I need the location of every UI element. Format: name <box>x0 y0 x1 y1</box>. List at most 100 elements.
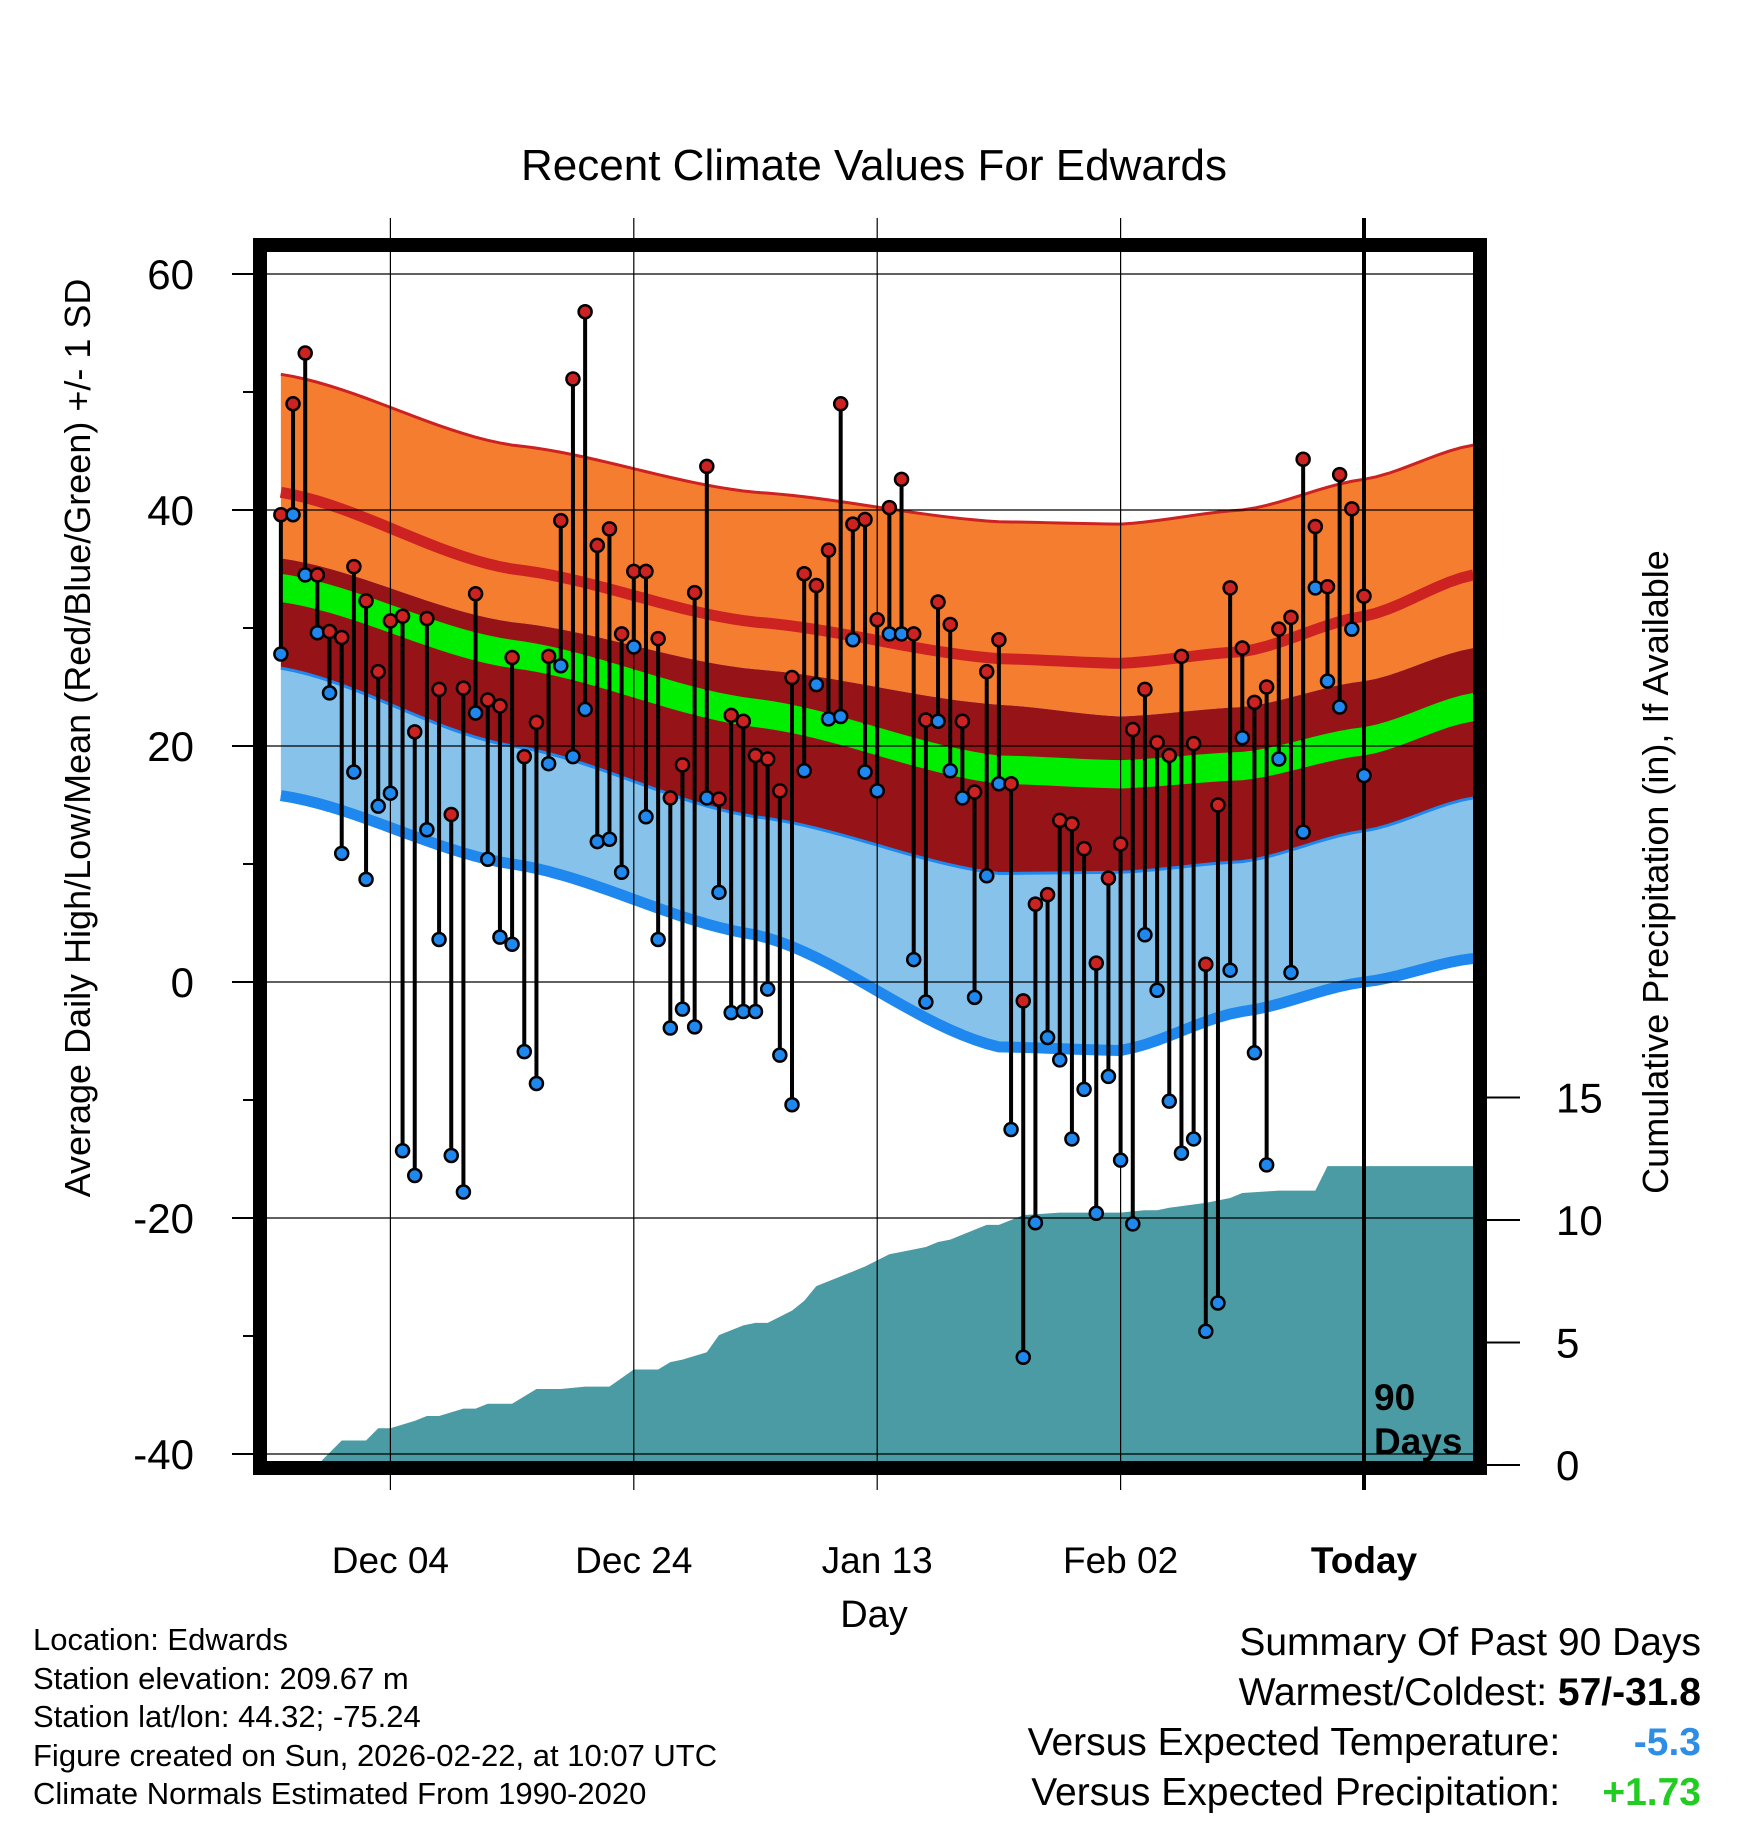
daily-high-point <box>1283 609 1299 626</box>
y-tick-label: 40 <box>147 487 194 534</box>
daily-low-point <box>1003 1121 1019 1138</box>
daily-high-point <box>406 724 423 740</box>
summary-precip-departure: Versus Expected Precipitation: +1.73 <box>1028 1768 1701 1818</box>
info-normals-period: Climate Normals Estimated From 1990-2020 <box>33 1776 647 1811</box>
daily-points <box>273 304 1372 1365</box>
daily-high-point <box>297 345 313 361</box>
temp-departure-value: -5.3 <box>1633 1721 1701 1764</box>
daily-high-point <box>1210 797 1226 813</box>
daily-low-point <box>796 763 812 779</box>
axes: -40 -20 0 20 40 60 0 5 10 15 Dec 04 Dec 24 Jan 13 Feb… <box>133 238 1603 1581</box>
daily-high-point <box>1088 955 1105 971</box>
today-label-line: Days <box>1374 1421 1462 1462</box>
daily-low-point <box>1319 673 1336 689</box>
daily-high-point <box>1198 956 1214 973</box>
gridlines <box>260 218 1480 1490</box>
daily-high-point <box>1246 694 1263 711</box>
daily-low-point <box>419 822 435 838</box>
daily-high-point <box>480 692 496 708</box>
daily-high-point <box>394 608 411 624</box>
y-axis-label: Average Daily High/Low/Mean (Red/Blue/Gr… <box>57 279 98 1198</box>
daily-high-point <box>1295 451 1311 468</box>
daily-high-point <box>784 669 800 686</box>
daily-low-point <box>1356 767 1372 784</box>
daily-high-point <box>431 681 447 698</box>
daily-low-point <box>504 936 520 952</box>
daily-high-point <box>492 698 508 714</box>
daily-high-point <box>735 713 752 729</box>
daily-low-point <box>1222 962 1238 978</box>
daily-low-point <box>1344 621 1360 637</box>
daily-high-point <box>966 784 983 800</box>
daily-low-point <box>869 783 885 799</box>
daily-high-point <box>674 757 691 773</box>
daily-low-point <box>747 1003 764 1020</box>
daily-high-point <box>930 594 946 610</box>
daily-low-point <box>686 1019 703 1035</box>
daily-high-point <box>443 806 459 823</box>
daily-high-point <box>1015 993 1031 1009</box>
plot-frame <box>253 238 1487 1475</box>
daily-low-point <box>1064 1131 1080 1147</box>
daily-high-point <box>662 790 679 806</box>
daily-low-point <box>273 646 289 662</box>
daily-high-point <box>832 396 849 412</box>
x-tick-label: Dec 24 <box>575 1540 692 1581</box>
daily-low-point <box>1271 751 1287 767</box>
daily-low-point <box>1173 1145 1190 1161</box>
x-tick-label: Today <box>1311 1540 1418 1581</box>
summary-warmest-coldest: Warmest/Coldest: 57/-31.8 <box>1028 1668 1701 1718</box>
temp-departure-label: Versus Expected Temperature: <box>1027 1721 1561 1764</box>
daily-high-point <box>1222 580 1238 596</box>
daily-low-point <box>1149 982 1165 999</box>
daily-low-point <box>772 1047 788 1063</box>
daily-low-point <box>333 845 350 862</box>
daily-high-point <box>504 649 520 666</box>
warmest-coldest-label: Warmest/Coldest: <box>1238 1671 1548 1714</box>
daily-high-point <box>565 371 581 387</box>
daily-high-point <box>759 751 776 767</box>
precip-departure-value: +1.73 <box>1602 1771 1701 1814</box>
precip-departure-label: Versus Expected Precipitation: <box>1031 1771 1561 1814</box>
daily-high-point <box>1039 886 1056 903</box>
daily-low-point <box>492 929 508 945</box>
daily-low-point <box>759 981 776 997</box>
y2-tick-label: 5 <box>1556 1320 1579 1367</box>
daily-high-point <box>358 593 374 609</box>
daily-high-point <box>1173 648 1190 665</box>
daily-low-point <box>565 748 581 765</box>
daily-high-point <box>978 663 995 680</box>
y2-tick-label: 0 <box>1556 1442 1579 1489</box>
today-days-label: 90 Days <box>1374 1377 1462 1462</box>
daily-high-point <box>1356 588 1372 604</box>
daily-high-point <box>711 791 727 807</box>
daily-high-point <box>589 537 606 554</box>
daily-low-point <box>820 711 837 727</box>
daily-high-point <box>1234 640 1251 656</box>
daily-high-point <box>1149 734 1165 751</box>
daily-low-point <box>431 931 447 948</box>
daily-low-point <box>528 1075 545 1092</box>
daily-low-point <box>285 506 301 523</box>
daily-low-point <box>1331 699 1348 715</box>
y2-axis-label: Cumulative Precipitation (in), If Availa… <box>1635 550 1676 1194</box>
daily-high-point <box>455 680 472 696</box>
daily-low-point <box>1052 1052 1068 1068</box>
daily-high-point <box>1003 776 1019 792</box>
daily-low-point <box>540 755 557 772</box>
daily-low-point <box>650 931 666 948</box>
daily-low-point <box>954 790 971 806</box>
daily-low-point <box>1100 1068 1117 1085</box>
daily-low-point <box>930 713 946 729</box>
daily-high-point <box>1344 501 1360 517</box>
daily-high-point <box>772 783 788 799</box>
daily-low-point <box>1027 1214 1044 1231</box>
daily-high-point <box>1271 621 1287 637</box>
daily-high-point <box>601 521 618 537</box>
daily-high-point <box>869 611 885 628</box>
chart-title: Recent Climate Values For Edwards <box>521 141 1227 190</box>
daily-low-point <box>480 851 496 868</box>
daily-high-point <box>857 511 873 528</box>
daily-low-point <box>1198 1323 1214 1340</box>
